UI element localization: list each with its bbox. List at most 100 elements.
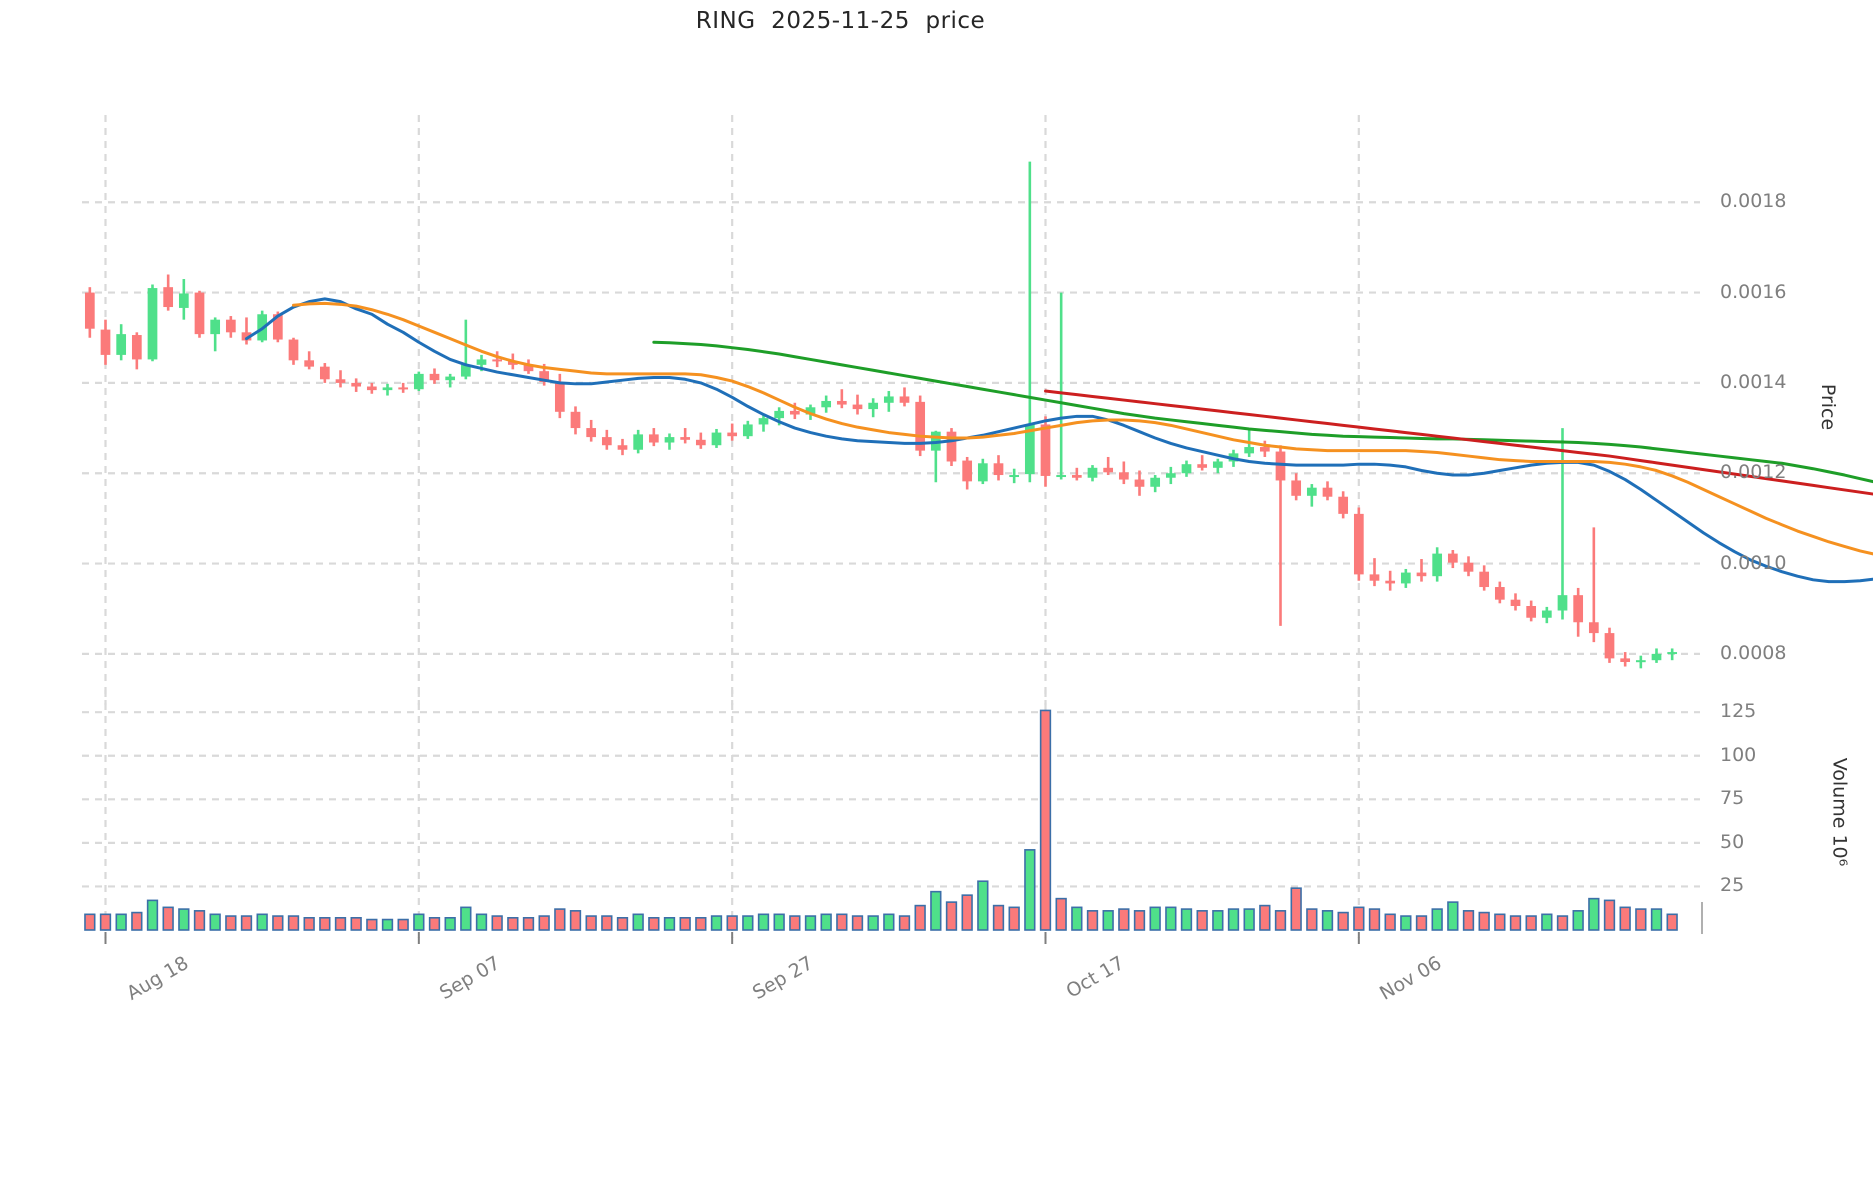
candle-body bbox=[1134, 479, 1145, 487]
volume-bar bbox=[789, 915, 801, 931]
volume-bar bbox=[522, 917, 535, 931]
price-tick-label: 0.0016 bbox=[1720, 280, 1787, 303]
volume-bar bbox=[1306, 908, 1318, 931]
volume-bar bbox=[1071, 906, 1083, 931]
candle-body bbox=[163, 287, 174, 308]
volume-bar bbox=[867, 915, 879, 931]
candle-body bbox=[695, 439, 706, 446]
candle-body bbox=[1056, 475, 1067, 478]
candle-body bbox=[727, 432, 738, 437]
volume-bar bbox=[319, 917, 331, 931]
candle-body bbox=[680, 437, 691, 440]
candle-body bbox=[1510, 599, 1521, 606]
volume-bar bbox=[444, 917, 456, 931]
candle-body bbox=[131, 335, 142, 360]
candle-body bbox=[1165, 473, 1176, 478]
candle-body bbox=[194, 292, 205, 335]
price-tick-label: 0.0010 bbox=[1720, 551, 1787, 574]
volume-bar bbox=[663, 917, 676, 931]
candle-body bbox=[586, 428, 597, 438]
candle-body bbox=[1150, 477, 1161, 487]
candle-body bbox=[1338, 496, 1349, 514]
ma-line-ma_short_blue bbox=[245, 297, 1873, 584]
candle-body bbox=[178, 293, 189, 308]
volume-bar bbox=[679, 917, 691, 931]
candle-body bbox=[852, 404, 863, 410]
candle-body bbox=[1212, 461, 1223, 468]
volume-bar bbox=[256, 913, 268, 931]
candlestick-series bbox=[84, 161, 1678, 669]
volume-bar bbox=[804, 915, 817, 931]
candle-body bbox=[1432, 553, 1443, 577]
volume-tick-label: 100 bbox=[1720, 743, 1757, 766]
volume-bar bbox=[992, 904, 1005, 931]
candle-body bbox=[821, 400, 832, 408]
candle-body bbox=[288, 339, 299, 361]
volume-bar bbox=[1650, 908, 1663, 931]
volume-bar bbox=[1274, 910, 1287, 931]
volume-bar bbox=[1415, 915, 1428, 931]
candle-body bbox=[539, 371, 550, 382]
ma-line-ma_long_green bbox=[652, 340, 1873, 484]
candle-body bbox=[1573, 595, 1584, 623]
volume-bar bbox=[1149, 906, 1161, 931]
volume-bar bbox=[961, 894, 973, 931]
candle-body bbox=[1667, 652, 1678, 655]
candle-body bbox=[351, 382, 362, 387]
candle-body bbox=[413, 373, 424, 390]
candle-body bbox=[225, 319, 236, 333]
price-tick-label: 0.0014 bbox=[1720, 370, 1787, 393]
volume-bar bbox=[554, 908, 566, 931]
volume-bar bbox=[1086, 910, 1099, 931]
candle-body bbox=[664, 437, 675, 443]
candle-body bbox=[1416, 572, 1427, 577]
volume-bar bbox=[272, 915, 284, 931]
candle-body bbox=[1557, 595, 1568, 611]
volume-bar bbox=[240, 915, 253, 931]
candle-body bbox=[476, 359, 487, 365]
volume-bar bbox=[146, 899, 159, 931]
candle-body bbox=[648, 434, 659, 443]
candle-body bbox=[946, 431, 957, 462]
volume-bar bbox=[1572, 910, 1584, 931]
candle-body bbox=[774, 410, 785, 419]
candle-body bbox=[1103, 467, 1114, 473]
volume-bar bbox=[695, 917, 707, 931]
volume-bar bbox=[1666, 913, 1678, 931]
volume-bar bbox=[1102, 910, 1114, 931]
volume-bar bbox=[303, 917, 315, 931]
volume-bar bbox=[507, 917, 519, 931]
volume-bar bbox=[162, 906, 174, 931]
volume-bar bbox=[1337, 911, 1349, 931]
candle-body bbox=[116, 334, 127, 355]
volume-bar bbox=[585, 915, 597, 931]
candle-body bbox=[1040, 424, 1051, 476]
volume-bar bbox=[1556, 915, 1569, 931]
volume-bar bbox=[930, 890, 942, 931]
volume-bar bbox=[460, 906, 472, 931]
candle-body bbox=[1197, 464, 1208, 468]
volume-bar bbox=[1212, 910, 1224, 931]
volume-bar bbox=[491, 915, 503, 931]
volume-bar bbox=[945, 901, 958, 931]
volume-series bbox=[84, 709, 1678, 931]
grid-lines bbox=[82, 115, 1700, 938]
volume-bar bbox=[616, 917, 629, 931]
candle-body bbox=[868, 402, 879, 410]
candle-body bbox=[1635, 660, 1646, 663]
volume-bar bbox=[1039, 709, 1052, 931]
candle-body bbox=[1181, 464, 1192, 474]
candle-body bbox=[1526, 606, 1537, 618]
candle-body bbox=[1494, 587, 1505, 600]
volume-bar bbox=[1180, 908, 1193, 931]
candle-body bbox=[1009, 475, 1020, 478]
volume-bar bbox=[710, 915, 723, 931]
candle-body bbox=[1118, 472, 1129, 480]
candle-body bbox=[1463, 562, 1474, 572]
candle-body bbox=[429, 373, 440, 381]
candle-body bbox=[1087, 467, 1098, 478]
volume-bar bbox=[287, 915, 300, 931]
volume-bar bbox=[115, 913, 127, 931]
candle-body bbox=[1306, 487, 1317, 496]
candle-body bbox=[460, 364, 471, 377]
